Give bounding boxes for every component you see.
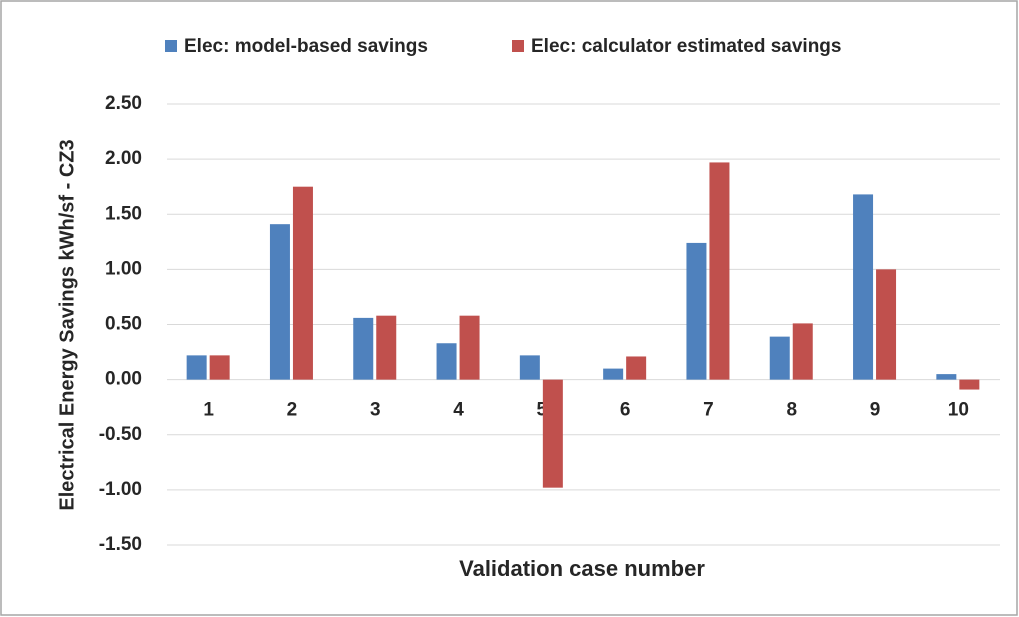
y-tick-label: -1.00 — [99, 479, 142, 500]
bar — [459, 315, 480, 380]
bar — [936, 374, 957, 380]
bar — [376, 315, 397, 380]
bar — [853, 194, 874, 380]
x-axis-title: Validation case number — [459, 556, 705, 581]
bar — [792, 323, 813, 380]
y-tick-label: 0.00 — [105, 369, 142, 390]
bar — [186, 355, 207, 380]
x-tick-label: 4 — [453, 400, 464, 421]
y-tick-label: 1.50 — [105, 203, 142, 224]
legend-swatch — [165, 40, 177, 52]
x-tick-label: 3 — [370, 400, 381, 421]
y-tick-label: 0.50 — [105, 314, 142, 335]
x-tick-label: 6 — [620, 400, 631, 421]
y-axis-title: Electrical Energy Savings kWh/sf - CZ3 — [56, 139, 78, 510]
legend-swatch — [512, 40, 524, 52]
x-tick-label: 2 — [287, 400, 298, 421]
y-tick-label: 2.00 — [105, 148, 142, 169]
y-tick-label: 2.50 — [105, 93, 142, 114]
legend-label: Elec: model-based savings — [184, 36, 428, 57]
bar — [353, 317, 374, 380]
y-tick-label: 1.00 — [105, 258, 142, 279]
x-tick-label: 9 — [870, 400, 881, 421]
x-tick-label: 7 — [703, 400, 714, 421]
bar — [519, 355, 540, 380]
y-tick-label: -0.50 — [99, 424, 142, 445]
bar — [876, 269, 897, 380]
bar — [959, 379, 980, 390]
legend-label: Elec: calculator estimated savings — [531, 36, 841, 57]
x-tick-label: 1 — [203, 400, 214, 421]
bar — [209, 355, 230, 380]
x-tick-label: 8 — [786, 400, 797, 421]
bar — [709, 162, 730, 380]
bar — [269, 224, 290, 380]
bar — [686, 242, 707, 380]
bar — [769, 336, 790, 380]
x-tick-label: 10 — [948, 400, 969, 421]
x-tick-label: 5 — [537, 400, 548, 421]
bar — [292, 186, 313, 380]
bar — [626, 356, 647, 380]
bar — [542, 379, 563, 488]
bar — [436, 343, 457, 380]
y-tick-label: -1.50 — [99, 534, 142, 555]
bar — [603, 368, 624, 380]
